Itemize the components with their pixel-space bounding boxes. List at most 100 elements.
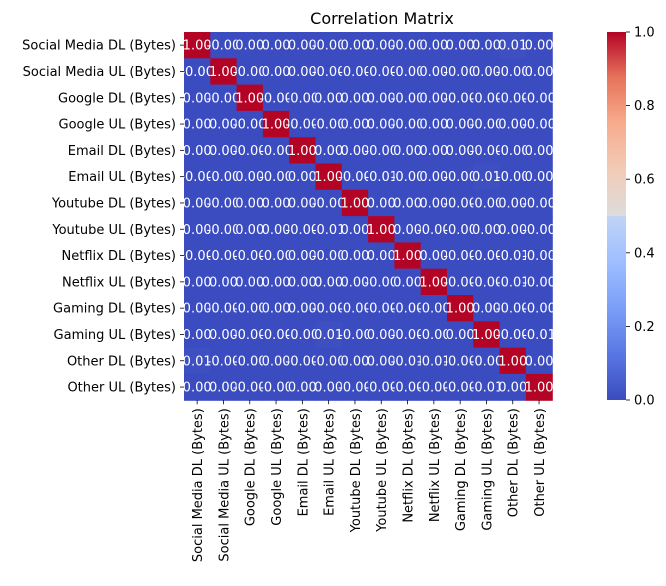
- heatmap-cell: [420, 373, 448, 401]
- heatmap-cell-label: 0.00: [472, 39, 501, 54]
- heatmap-cell: [525, 268, 553, 296]
- heatmap-cell-label: -0.00: [259, 170, 293, 185]
- heatmap-cell-label: -0.00: [364, 144, 398, 159]
- heatmap-cell-label: 0.00: [183, 118, 212, 133]
- heatmap-cell: [341, 163, 369, 191]
- heatmap-cell: [525, 163, 553, 191]
- heatmap-cell: [289, 137, 317, 165]
- heatmap-cell: [315, 163, 343, 191]
- heatmap-cell: [420, 110, 448, 138]
- heatmap-cell: [236, 295, 264, 322]
- heatmap-cell-label: 0.01: [472, 170, 501, 185]
- heatmap-cell: [447, 32, 474, 59]
- heatmap-cell-label: 0.00: [235, 196, 264, 211]
- heatmap-cell-label: 1.00: [288, 144, 317, 159]
- heatmap-cell-label: 0.00: [235, 39, 264, 54]
- heatmap-cell: [184, 321, 211, 349]
- y-tick-label: Other DL (Bytes): [67, 354, 176, 369]
- heatmap-cell: [210, 242, 238, 270]
- heatmap-cell-label: 0.00: [367, 91, 396, 106]
- heatmap-cell-label: -0.00: [443, 381, 477, 396]
- heatmap-cell-label: -0.00: [417, 328, 451, 343]
- heatmap-cell-label: -0.00: [443, 65, 477, 80]
- heatmap-cell-label: 0.00: [419, 39, 448, 54]
- heatmap-cell-label: -0.00: [443, 249, 477, 264]
- heatmap-cell-label: -0.00: [312, 39, 346, 54]
- heatmap-cell-label: 1.00: [340, 196, 369, 211]
- heatmap-cell-label: -0.00: [470, 144, 504, 159]
- x-tick-label: Gaming DL (Bytes): [454, 408, 469, 531]
- heatmap-cell-label: -0.00: [391, 381, 425, 396]
- y-tick-label: Other UL (Bytes): [67, 381, 176, 396]
- heatmap-cell-label: -0.00: [338, 381, 372, 396]
- heatmap-cell: [368, 268, 395, 296]
- heatmap-cell-label: -0.00: [207, 170, 241, 185]
- heatmap-cell-label: 0.00: [446, 328, 475, 343]
- heatmap-cell-label: 0.00: [419, 144, 448, 159]
- heatmap-cell: [447, 163, 474, 191]
- heatmap-cell: [184, 189, 211, 217]
- heatmap-cell-label: -0.00: [233, 302, 267, 317]
- y-tick-label: Email UL (Bytes): [68, 170, 176, 185]
- heatmap-cell: [499, 268, 527, 296]
- heatmap-cell-label: 1.00: [209, 65, 238, 80]
- heatmap-cell: [315, 58, 343, 86]
- heatmap-cell: [210, 84, 238, 112]
- heatmap-cell: [499, 58, 527, 86]
- y-tick-label: Gaming DL (Bytes): [53, 302, 176, 317]
- heatmap-cell-label: 0.00: [183, 275, 212, 290]
- heatmap-cell: [262, 242, 290, 270]
- heatmap-cell: [262, 189, 290, 217]
- heatmap-cell-label: 0.00: [340, 223, 369, 238]
- heatmap-cell: [525, 373, 553, 401]
- heatmap-cell-label: -0.00: [286, 328, 320, 343]
- heatmap-cell: [473, 32, 501, 59]
- heatmap-cell: [473, 295, 501, 322]
- heatmap-cell: [236, 321, 264, 349]
- heatmap-cell: [447, 373, 474, 401]
- heatmap-cell-label: 0.00: [340, 354, 369, 369]
- heatmap-cell-label: -0.00: [259, 91, 293, 106]
- heatmap-cell: [341, 137, 369, 165]
- heatmap-cell-label: -0.00: [259, 144, 293, 159]
- heatmap-cell-label: -0.00: [496, 144, 530, 159]
- y-tick-label: Google DL (Bytes): [58, 91, 176, 106]
- heatmap-cell: [420, 295, 448, 322]
- colorbar-tick-label: 0.0: [634, 394, 655, 409]
- heatmap-cell-label: 0.01: [314, 328, 343, 343]
- heatmap-cell: [262, 321, 290, 349]
- heatmap-cell: [447, 58, 474, 86]
- heatmap-cell-label: -0.00: [233, 381, 267, 396]
- heatmap-cell: [420, 163, 448, 191]
- heatmap-cell: [184, 216, 211, 243]
- y-tick-label: Gaming UL (Bytes): [54, 328, 176, 343]
- heatmap-cell: [368, 84, 395, 112]
- heatmap-cell-label: 0.00: [288, 275, 317, 290]
- heatmap-cell-label: 0.00: [183, 328, 212, 343]
- heatmap-cell-label: -0.00: [338, 302, 372, 317]
- heatmap-cell-label: 1.00: [262, 118, 291, 133]
- heatmap-cell-label: -0.00: [312, 354, 346, 369]
- heatmap-cell: [394, 189, 422, 217]
- heatmap-cell: [447, 295, 474, 322]
- heatmap-cell: [341, 84, 369, 112]
- heatmap-cell: [341, 216, 369, 243]
- heatmap-cell: [447, 216, 474, 243]
- heatmap-cell: [289, 242, 317, 270]
- heatmap-cell: [420, 268, 448, 296]
- heatmap-cell-label: -0.00: [180, 249, 214, 264]
- heatmap-cell: [184, 163, 211, 191]
- heatmap-cell: [499, 163, 527, 191]
- heatmap-cell: [315, 373, 343, 401]
- heatmap-cell: [289, 32, 317, 59]
- heatmap-cell: [262, 216, 290, 243]
- x-tick-label: Email DL (Bytes): [296, 408, 311, 516]
- heatmap-cell-label: -0.00: [233, 144, 267, 159]
- heatmap-cell-label: -0.00: [522, 275, 556, 290]
- heatmap-cell-label: 0.00: [262, 39, 291, 54]
- heatmap-cell-label: 0.00: [525, 39, 554, 54]
- colorbar-gradient: [607, 32, 626, 400]
- heatmap-cell-label: 0.00: [262, 223, 291, 238]
- heatmap-cell: [394, 32, 422, 59]
